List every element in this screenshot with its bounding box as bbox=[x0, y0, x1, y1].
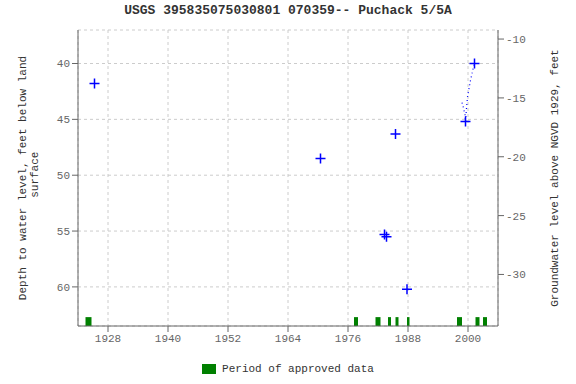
svg-text:Depth to water level, feet bel: Depth to water level, feet below land su… bbox=[17, 56, 41, 300]
svg-text:-25: -25 bbox=[506, 211, 526, 223]
svg-text:1928: 1928 bbox=[95, 333, 121, 345]
svg-text:-30: -30 bbox=[506, 269, 526, 281]
html-text:Period of approved data: Period of approved data bbox=[222, 363, 374, 375]
svg-text:40: 40 bbox=[57, 58, 70, 70]
svg-text:55: 55 bbox=[57, 226, 70, 238]
svg-text:-20: -20 bbox=[506, 152, 526, 164]
svg-text:1940: 1940 bbox=[155, 333, 181, 345]
svg-text:50: 50 bbox=[57, 170, 70, 182]
html-text:USGS 395835075030801 070359--: USGS 395835075030801 070359-- Puchack 5/… bbox=[124, 3, 452, 18]
svg-text:-15: -15 bbox=[506, 93, 526, 105]
svg-text:-10: -10 bbox=[506, 34, 526, 46]
svg-text:2000: 2000 bbox=[455, 333, 481, 345]
svg-text:1964: 1964 bbox=[275, 333, 302, 345]
svg-text:1976: 1976 bbox=[335, 333, 361, 345]
svg-text:Groundwater level above NGVD 1: Groundwater level above NGVD 1929, feet bbox=[549, 49, 561, 306]
svg-text:1952: 1952 bbox=[215, 333, 241, 345]
svg-text:60: 60 bbox=[57, 282, 70, 294]
svg-text:45: 45 bbox=[57, 114, 70, 126]
svg-text:1988: 1988 bbox=[395, 333, 421, 345]
